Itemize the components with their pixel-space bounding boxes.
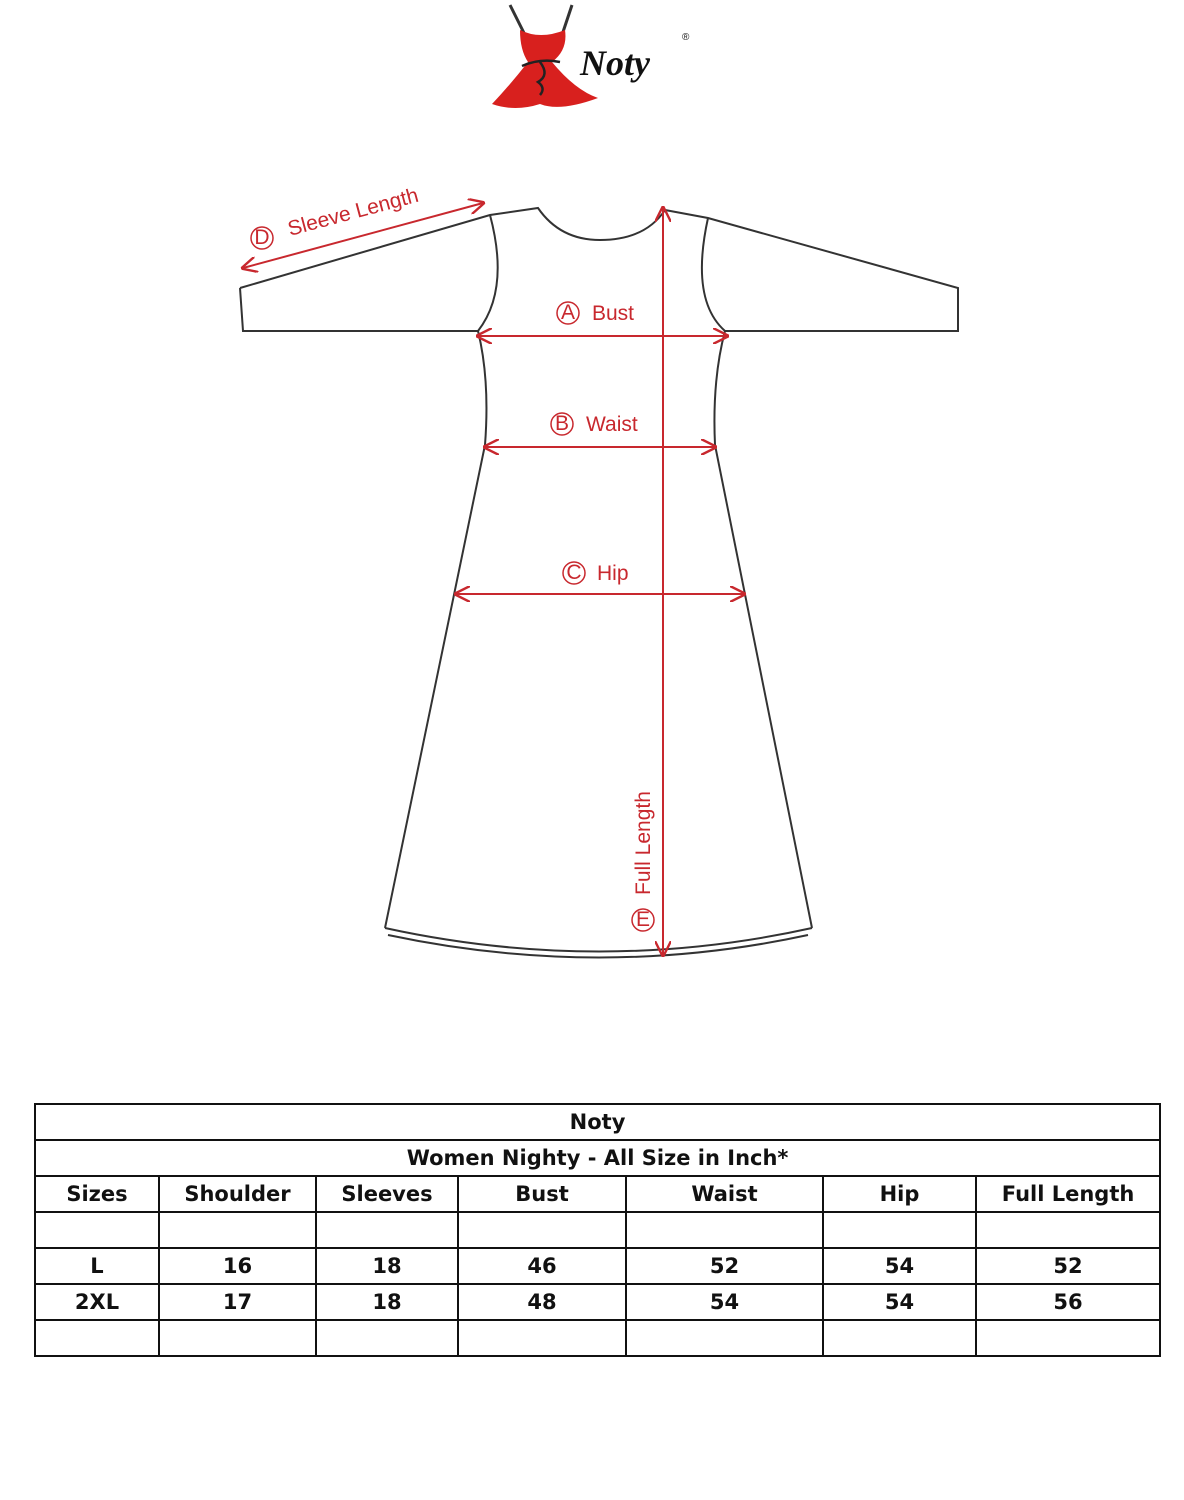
- cell: 54: [822, 1283, 977, 1321]
- cell: 17: [158, 1283, 317, 1321]
- cell: [625, 1319, 824, 1357]
- table-title: Noty: [33, 1103, 1162, 1141]
- cell: [315, 1319, 459, 1357]
- cell: [457, 1211, 627, 1249]
- cell: [822, 1211, 977, 1249]
- cell: [457, 1319, 627, 1357]
- hip-label: Hip: [597, 562, 629, 585]
- cell: 54: [625, 1283, 824, 1321]
- table-subtitle: Women Nighty - All Size in Inch*: [33, 1139, 1162, 1177]
- header-cell: Full Length: [974, 1175, 1162, 1213]
- header-cell: Sizes: [34, 1175, 160, 1213]
- cell: [625, 1211, 824, 1249]
- waist-letter: B: [555, 412, 569, 435]
- sleeve-measure-line: [243, 203, 483, 268]
- cell: [158, 1211, 317, 1249]
- length-letter: E: [636, 908, 650, 931]
- hip-letter: C: [566, 561, 581, 584]
- header-cell: Waist: [625, 1175, 824, 1213]
- cell: [34, 1211, 160, 1249]
- cell: [822, 1319, 977, 1357]
- header-row: Sizes Shoulder Sleeves Bust Waist Hip Fu…: [34, 1175, 1162, 1213]
- table-row: 2XL 17 18 48 54 54 56: [34, 1283, 1162, 1321]
- logo-wordmark: Noty: [579, 43, 651, 83]
- header-cell: Bust: [457, 1175, 627, 1213]
- cell: 52: [974, 1247, 1162, 1285]
- registered-mark: ®: [682, 32, 690, 43]
- cell: L: [34, 1247, 160, 1285]
- full-length-label: Full Length: [632, 791, 655, 895]
- bust-letter: A: [561, 301, 575, 324]
- sleeve-letter: D: [254, 226, 269, 249]
- cell: 16: [158, 1247, 317, 1285]
- waist-label: Waist: [586, 413, 638, 436]
- table-row: [34, 1211, 1162, 1249]
- cell: 54: [822, 1247, 977, 1285]
- garment-measurement-diagram: D Sleeve Length A Bust B Waist C Hip E F…: [0, 184, 959, 959]
- table-row: [34, 1319, 1162, 1357]
- red-dress-icon: [492, 4, 598, 108]
- cell: [315, 1211, 459, 1249]
- size-table: Noty Women Nighty - All Size in Inch* Si…: [33, 1103, 1162, 1357]
- cell: 56: [974, 1283, 1162, 1321]
- header-cell: Hip: [822, 1175, 977, 1213]
- cell: 18: [315, 1283, 459, 1321]
- cell: 48: [457, 1283, 627, 1321]
- header-cell: Shoulder: [158, 1175, 317, 1213]
- cell: 2XL: [34, 1283, 160, 1321]
- cell: [158, 1319, 317, 1357]
- bust-label: Bust: [592, 302, 634, 325]
- cell: 18: [315, 1247, 459, 1285]
- table-row: L 16 18 46 52 54 52: [34, 1247, 1162, 1285]
- header-cell: Sleeves: [315, 1175, 459, 1213]
- cell: [974, 1211, 1162, 1249]
- noty-logo: Noty ®: [492, 4, 690, 108]
- cell: 46: [457, 1247, 627, 1285]
- sleeve-length-label: Sleeve Length: [285, 184, 421, 241]
- cell: [34, 1319, 160, 1357]
- cell: [974, 1319, 1162, 1357]
- cell: 52: [625, 1247, 824, 1285]
